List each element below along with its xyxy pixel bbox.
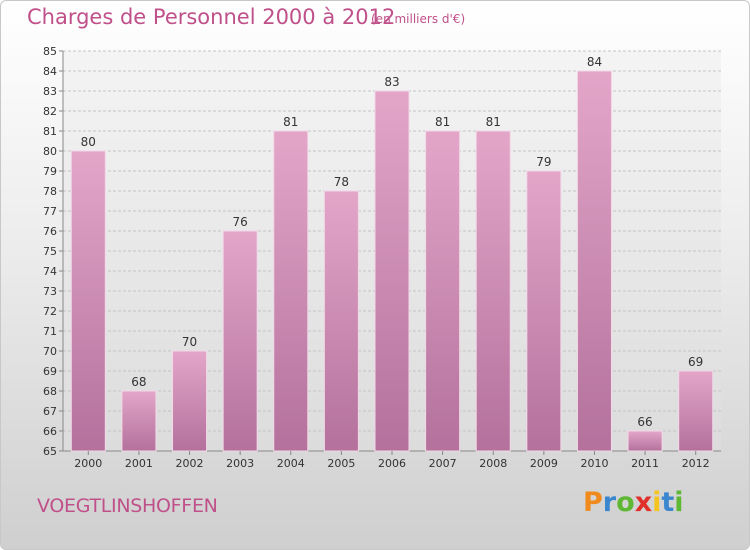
- logo-letter: x: [634, 487, 653, 518]
- y-tick-label: 67: [43, 405, 57, 418]
- y-tick-label: 66: [43, 425, 57, 438]
- x-tick-label: 2004: [277, 457, 305, 470]
- x-tick-label: 2012: [682, 457, 710, 470]
- x-tick-label: 2006: [378, 457, 406, 470]
- logo-letter: P: [583, 487, 603, 518]
- bar: [627, 430, 663, 452]
- data-label: 70: [182, 335, 197, 349]
- data-label: 78: [334, 175, 349, 189]
- x-tick-label: 2000: [74, 457, 102, 470]
- x-tick-label: 2009: [530, 457, 558, 470]
- y-tick-label: 81: [43, 125, 57, 138]
- y-tick-label: 75: [43, 245, 57, 258]
- data-label: 80: [81, 135, 96, 149]
- logo-letter: i: [652, 487, 662, 518]
- y-tick-label: 80: [43, 145, 57, 158]
- data-label: 66: [637, 415, 652, 429]
- y-tick-label: 69: [43, 365, 57, 378]
- x-tick-label: 2005: [327, 457, 355, 470]
- y-tick-label: 77: [43, 205, 57, 218]
- bar: [678, 370, 714, 452]
- data-label: 68: [131, 375, 146, 389]
- bar: [475, 130, 511, 452]
- x-tick-label: 2008: [479, 457, 507, 470]
- data-label: 83: [384, 75, 399, 89]
- y-tick-label: 76: [43, 225, 57, 238]
- bar: [273, 130, 309, 452]
- proxiti-logo: Proxiti: [583, 487, 684, 518]
- bar: [576, 70, 612, 452]
- logo-letter: o: [616, 487, 635, 518]
- bar: [70, 150, 106, 452]
- logo-letter: r: [602, 487, 617, 518]
- bar: [323, 190, 359, 452]
- y-tick-label: 74: [43, 265, 57, 278]
- data-label: 69: [688, 355, 703, 369]
- y-tick-label: 73: [43, 285, 57, 298]
- data-label: 81: [435, 115, 450, 129]
- x-tick-label: 2011: [631, 457, 659, 470]
- data-label: 84: [587, 55, 602, 69]
- logo-letter: t: [661, 487, 675, 518]
- town-name: VOEGTLINSHOFFEN: [37, 495, 218, 517]
- x-tick-label: 2010: [580, 457, 608, 470]
- y-tick-label: 65: [43, 445, 57, 458]
- logo-letter: i: [674, 487, 684, 518]
- x-tick-label: 2001: [125, 457, 153, 470]
- y-tick-label: 71: [43, 325, 57, 338]
- x-tick-label: 2003: [226, 457, 254, 470]
- bar: [425, 130, 461, 452]
- chart-subtitle: (en milliers d'€): [371, 12, 466, 26]
- data-label: 76: [233, 215, 248, 229]
- bar: [222, 230, 258, 452]
- bar: [121, 390, 157, 452]
- data-label: 79: [536, 155, 551, 169]
- y-tick-label: 79: [43, 165, 57, 178]
- y-tick-label: 84: [43, 65, 57, 78]
- bar: [172, 350, 208, 452]
- x-tick-label: 2007: [429, 457, 457, 470]
- bar: [526, 170, 562, 452]
- data-label: 81: [283, 115, 298, 129]
- y-tick-label: 83: [43, 85, 57, 98]
- y-tick-label: 85: [43, 45, 57, 58]
- y-tick-label: 68: [43, 385, 57, 398]
- bar: [374, 90, 410, 452]
- y-tick-label: 82: [43, 105, 57, 118]
- y-tick-label: 70: [43, 345, 57, 358]
- y-tick-label: 78: [43, 185, 57, 198]
- x-tick-label: 2002: [176, 457, 204, 470]
- chart-title: Charges de Personnel 2000 à 2012: [27, 5, 396, 29]
- y-tick-label: 72: [43, 305, 57, 318]
- data-label: 81: [486, 115, 501, 129]
